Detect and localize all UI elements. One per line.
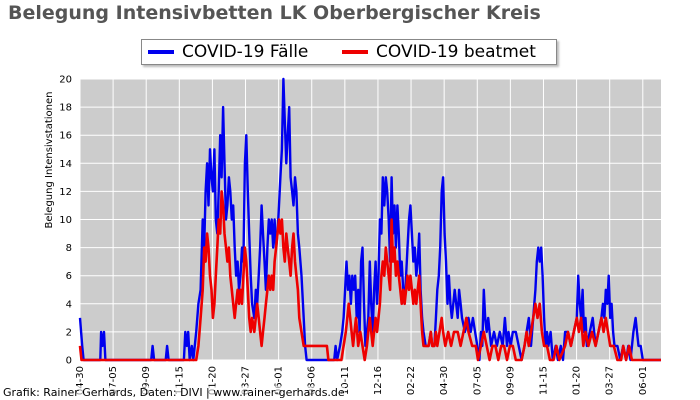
x-tick-label: 08-06 [307, 366, 318, 395]
footer-credit: Grafik: Rainer Gerhards, Daten: DIVI | w… [3, 386, 345, 399]
x-tick-label: 04-30 [75, 366, 86, 395]
x-tick-label: 07-05 [472, 366, 483, 395]
legend-swatch-cases [148, 50, 174, 54]
axes: 0 2 4 6 8 10 12 14 16 18 20 04-30 07-05 09-09 11-15 01-… [59, 75, 649, 396]
y-tick-label: 12 [59, 187, 72, 198]
x-tick-label: 09-09 [141, 366, 152, 395]
y-tick-label: 0 [66, 356, 72, 367]
y-tick-label: 4 [66, 299, 72, 310]
legend: COVID-19 Fälle COVID-19 beatmet [141, 39, 557, 65]
y-tick-label: 2 [66, 327, 72, 338]
series-line-ventilated [78, 190, 661, 362]
x-tick-label: 06-01 [274, 366, 285, 395]
y-tick-label: 20 [59, 75, 72, 86]
y-axis-title: Belegung Intensivstationen [44, 91, 55, 228]
legend-label-cases: COVID-19 Fälle [182, 42, 309, 62]
series-line-cases [78, 77, 661, 362]
x-tick-label: 06-01 [638, 366, 649, 395]
chart-title: Belegung Intensivbetten LK Oberbergische… [8, 2, 541, 24]
y-tick-label: 14 [59, 159, 72, 170]
y-tick-label: 8 [66, 243, 72, 254]
x-tick-label: 12-16 [373, 366, 384, 395]
x-tick-label: 11-15 [174, 366, 185, 395]
x-tick-label: 09-09 [505, 366, 516, 395]
y-tick-label: 6 [66, 271, 72, 282]
x-tick-label: 04-30 [439, 366, 450, 395]
legend-entry-ventilated: COVID-19 beatmet [342, 40, 536, 64]
x-tick-label: 01-20 [572, 366, 583, 395]
legend-label-ventilated: COVID-19 beatmet [376, 42, 536, 62]
x-tick-label: 01-20 [207, 366, 218, 395]
series-layer [78, 77, 661, 362]
x-tick-label: 10-11 [340, 366, 351, 395]
legend-swatch-ventilated [342, 50, 368, 54]
y-tick-label: 16 [59, 131, 72, 142]
legend-entry-cases: COVID-19 Fälle [148, 40, 308, 64]
y-tick-label: 10 [59, 215, 72, 226]
x-tick-label: 02-22 [406, 366, 417, 395]
x-tick-label: 03-27 [605, 366, 616, 395]
x-tick-label: 11-15 [538, 366, 549, 395]
x-tick-label: 07-05 [108, 366, 119, 395]
y-tick-label: 18 [59, 103, 72, 114]
x-tick-label: 03-27 [241, 366, 252, 395]
